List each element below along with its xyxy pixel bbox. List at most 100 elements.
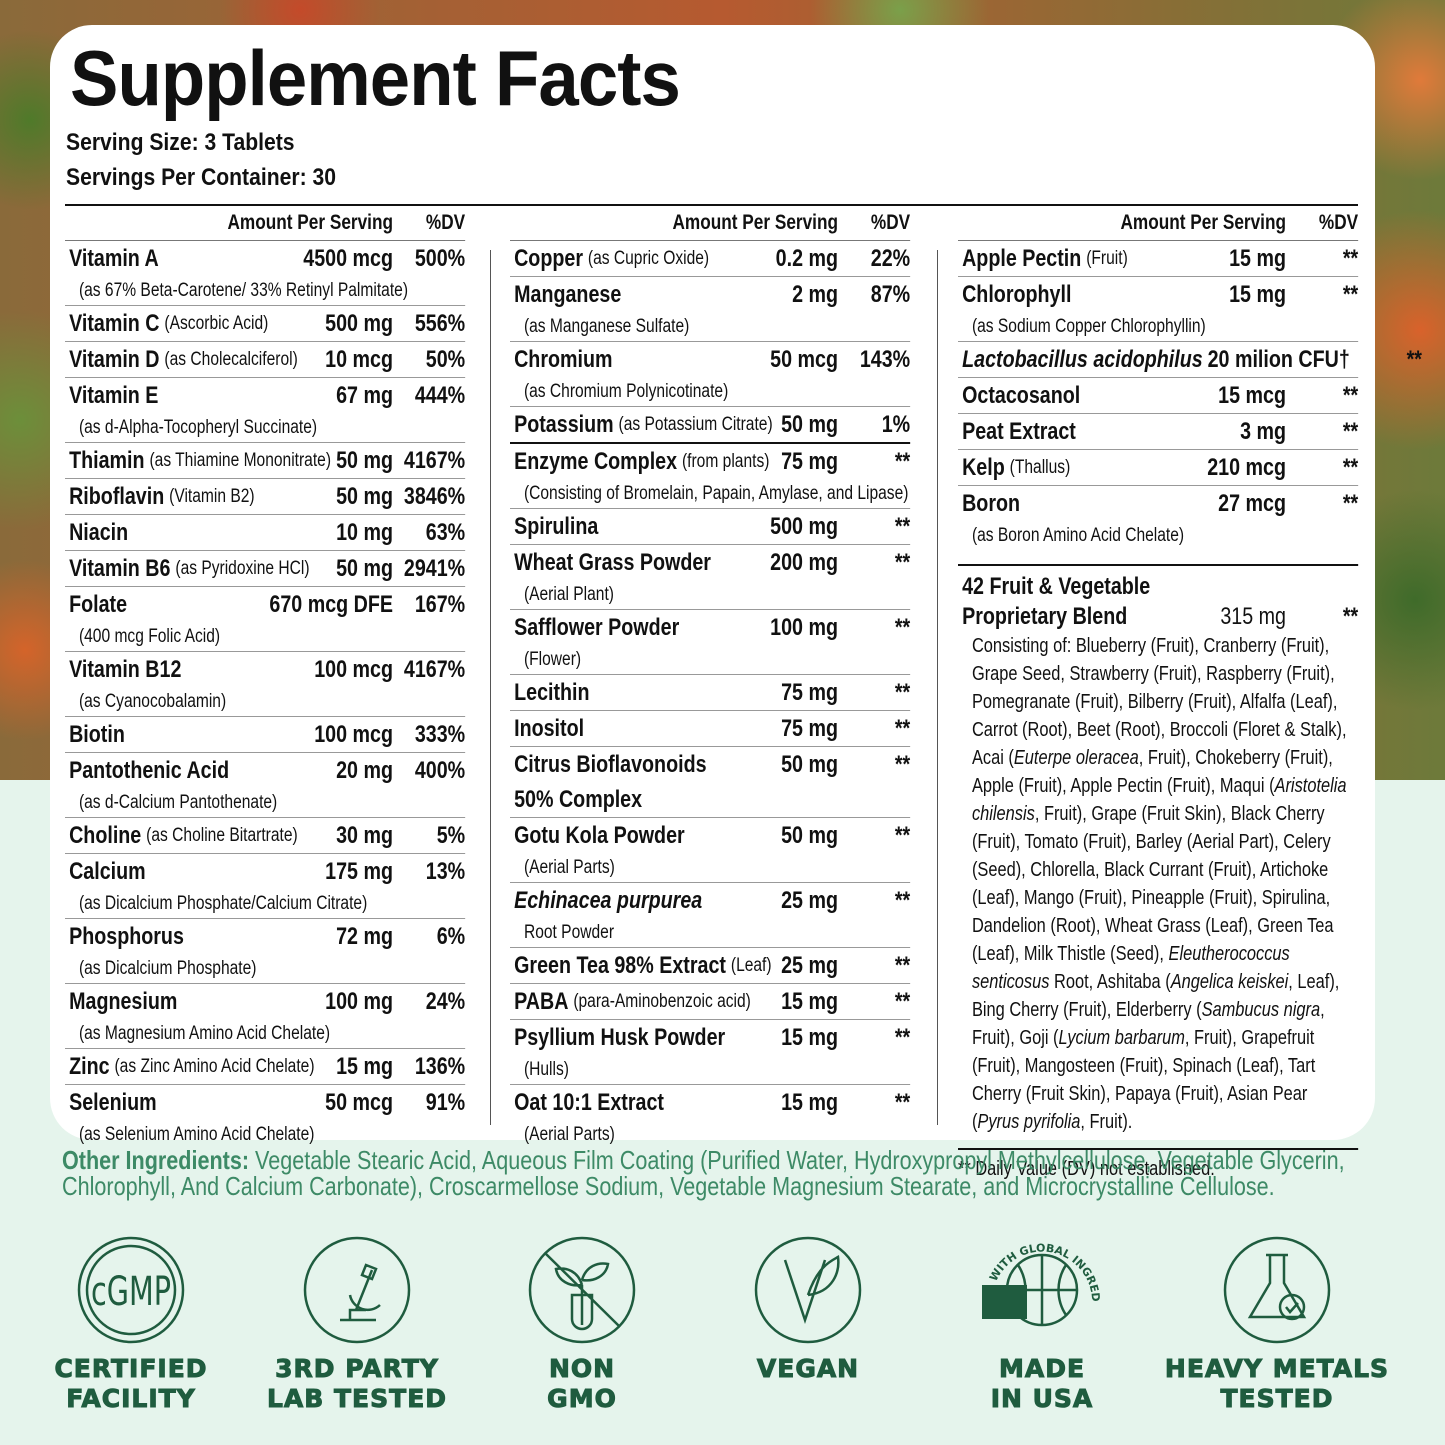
- amount-header: Amount Per Serving: [1120, 211, 1286, 234]
- nutrient-row: Biotin 100 mcg 333%: [65, 717, 466, 753]
- nutrient-line: Potassium (as Potassium Citrate) 50 mg 1%: [514, 407, 910, 442]
- blend-text: Pyrus pyrifolia: [977, 1111, 1081, 1133]
- nutrient-qualifier: (Vitamin B2): [169, 485, 255, 507]
- nutrient-amount: 25 mg: [781, 886, 838, 914]
- nutrient-line: Citrus Bioflavonoids 50 mg **: [514, 747, 910, 782]
- nutrient-name: Vitamin E: [69, 381, 159, 409]
- nutrient-qualifier: (para-Aminobenzoic acid): [573, 990, 751, 1012]
- nutrient-dv: **: [1342, 417, 1359, 445]
- nutrient-source: (Aerial Parts): [523, 857, 615, 878]
- nutrient-name: Safflower Powder: [514, 613, 680, 641]
- amount-header: Amount Per Serving: [227, 211, 393, 234]
- nutrient-line: Manganese 2 mg 87%: [514, 277, 910, 312]
- nutrient-line: Kelp (Thallus) 210 mcg **: [962, 450, 1358, 485]
- nutrient-amount: 210 mcg: [1207, 453, 1286, 481]
- blend-text: Sambucus nigra: [1201, 999, 1321, 1021]
- nutrient-dv: 444%: [414, 381, 466, 409]
- nutrient-line: Echinacea purpurea 25 mg **: [514, 883, 910, 918]
- nutrient-dv: 1%: [881, 410, 911, 438]
- nutrient-dv: **: [894, 821, 911, 849]
- nutrient-dv: 63%: [425, 518, 466, 546]
- nutrient-row: Folate 670 mcg DFE 167% (400 mcg Folic Acid…: [65, 587, 466, 652]
- blend-amount: 315 mg: [1220, 603, 1286, 630]
- nutrient-qualifier: (as Potassium Citrate): [618, 413, 773, 435]
- nutrient-amount: 50 mg: [336, 446, 393, 474]
- nutrient-line: Chromium 50 mcg 143%: [514, 342, 910, 377]
- nutrient-amount: 75 mg: [781, 678, 838, 706]
- badge-label: NON: [549, 1354, 615, 1383]
- nutrient-row: Vitamin D (as Cholecalciferol) 10 mcg 50%: [65, 342, 466, 378]
- nutrient-dv: 167%: [414, 590, 466, 618]
- nutrient-line: Vitamin A 4500 mcg 500%: [69, 241, 465, 276]
- nutrient-amount: 100 mg: [325, 987, 393, 1015]
- nutrient-row: Wheat Grass Powder 200 mg ** (Aerial Plant): [510, 545, 911, 610]
- nutrient-amount: 15 mg: [781, 1088, 838, 1116]
- nutrient-row: Lactobacillus acidophilus 20 milion CFU† *…: [958, 342, 1422, 378]
- blend-text: , Leaf), Bing Cherry (Fruit), Elderberry…: [971, 971, 1340, 1021]
- nutrient-dv: **: [1342, 280, 1359, 308]
- nutrient-name: Biotin: [69, 720, 125, 748]
- nutrient-source: (as Dicalcium Phosphate/Calcium Citrate): [78, 893, 368, 914]
- nutrient-row: Octacosanol 15 mcg **: [958, 378, 1359, 414]
- nutrient-name: Vitamin B6: [69, 554, 171, 582]
- other-text: Vegetable Stearic Acid, Aqueous Film Coa…: [62, 1145, 1345, 1201]
- nutrient-amount: 100 mg: [770, 613, 838, 641]
- nutrient-name: Echinacea purpurea: [514, 886, 703, 914]
- nutrient-line: Vitamin E 67 mg 444%: [69, 378, 465, 413]
- nutrient-row: Boron 27 mcg ** (as Boron Amino Acid Chelat…: [958, 486, 1358, 550]
- blend-line: 42 Fruit & Vegetable: [962, 572, 1358, 602]
- nutrient-name: 50% Complex: [514, 785, 643, 813]
- nutrient-line: Copper (as Cupric Oxide) 0.2 mg 22%: [514, 241, 910, 276]
- nutrient-amount: 75 mg: [781, 447, 838, 475]
- facts-column: Amount Per Serving %DV Copper (as Cupric Ox…: [510, 206, 911, 1149]
- nutrient-name: Boron: [962, 489, 1021, 517]
- badge-label: MADE: [999, 1354, 1085, 1383]
- nutrient-dv: 22%: [870, 244, 911, 272]
- facts-column: Amount Per Serving %DV Vitamin A 4500 mcg 50…: [65, 206, 466, 1149]
- nutrient-line: Phosphorus 72 mg 6%: [69, 919, 465, 954]
- nutrient-amount: 50 mcg: [770, 345, 838, 373]
- nutrient-amount: 50 mcg: [325, 1088, 393, 1116]
- nutrient-source: (Aerial Plant): [523, 584, 614, 605]
- blend-text: , Fruit), Grapefruit (Fruit), Mangosteen…: [971, 1027, 1316, 1133]
- nutrient-amount: 27 mcg: [1218, 489, 1286, 517]
- nutrient-dv: **: [1342, 381, 1359, 409]
- nutrient-row: Manganese 2 mg 87% (as Manganese Sulfate): [510, 277, 911, 342]
- nutrient-name: Vitamin B12: [69, 655, 182, 683]
- nutrient-row: Vitamin C (Ascorbic Acid) 500 mg 556%: [65, 306, 466, 342]
- nutrient-source: Root Powder: [523, 922, 615, 943]
- nutrient-line: Zinc (as Zinc Amino Acid Chelate) 15 mg 136…: [69, 1049, 465, 1084]
- nutrient-dv: 50%: [425, 345, 466, 373]
- nutrient-row: Riboflavin (Vitamin B2) 50 mg 3846%: [65, 479, 466, 515]
- nutrient-amount: 15 mg: [781, 1023, 838, 1051]
- nutrient-dv: 556%: [414, 309, 466, 337]
- nutrient-amount: 15 mg: [1229, 280, 1286, 308]
- nutrient-line: Wheat Grass Powder 200 mg **: [514, 545, 910, 580]
- nutrient-amount: 4500 mcg: [303, 244, 393, 272]
- nutrient-amount: 100 mcg: [314, 720, 393, 748]
- nutrient-name: PABA: [514, 987, 569, 1015]
- nutrient-line: Magnesium 100 mg 24%: [69, 984, 465, 1019]
- nutrient-dv: 136%: [414, 1052, 466, 1080]
- nutrient-dv: 500%: [414, 244, 466, 272]
- nutrient-qualifier: (as Zinc Amino Acid Chelate): [114, 1055, 315, 1077]
- nutrient-group: Vitamin A 4500 mcg 500% (as 67% Beta-Carote…: [65, 241, 466, 1149]
- nutrient-source: (as Magnesium Amino Acid Chelate): [78, 1023, 331, 1044]
- nutrient-amount: 500 mg: [325, 309, 393, 337]
- nutrient-name: Choline: [69, 821, 142, 849]
- nutrient-name: Octacosanol: [962, 381, 1081, 409]
- nutrient-dv: **: [894, 512, 911, 540]
- badge-icon-text: cGMP: [91, 1269, 171, 1315]
- nutrient-name: Magnesium: [69, 987, 178, 1015]
- nutrient-line: Folate 670 mcg DFE 167%: [69, 587, 465, 622]
- nutrient-source: (as Selenium Amino Acid Chelate): [78, 1124, 315, 1145]
- nutrient-row: Pantothenic Acid 20 mg 400% (as d-Calcium P…: [65, 753, 466, 818]
- nutrient-amount: 15 mg: [336, 1052, 393, 1080]
- nutrient-row: Vitamin E 67 mg 444% (as d-Alpha-Tocopheryl…: [65, 378, 466, 443]
- nutrient-row: Vitamin A 4500 mcg 500% (as 67% Beta-Carote…: [65, 241, 466, 306]
- nutrient-name: Zinc: [69, 1052, 110, 1080]
- nutrient-dv: **: [894, 1023, 911, 1051]
- nutrient-line: Riboflavin (Vitamin B2) 50 mg 3846%: [69, 479, 465, 514]
